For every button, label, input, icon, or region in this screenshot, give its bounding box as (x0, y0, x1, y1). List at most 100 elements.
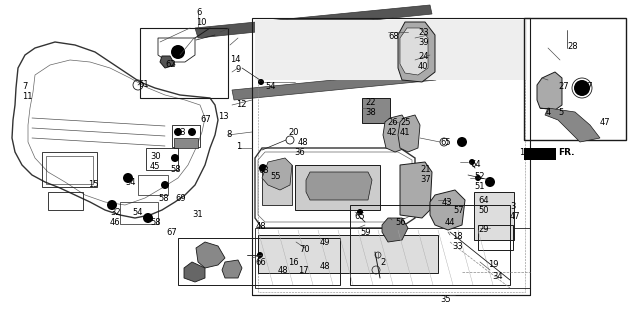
Circle shape (188, 128, 196, 136)
Bar (474, 192, 514, 240)
Circle shape (469, 159, 475, 165)
Text: 10: 10 (196, 18, 206, 27)
Bar (524, 18, 626, 140)
Text: 65: 65 (354, 212, 365, 221)
Text: 3: 3 (510, 202, 515, 211)
Polygon shape (184, 262, 205, 282)
Text: 54: 54 (132, 208, 142, 217)
Circle shape (123, 173, 133, 183)
Bar (255, 20, 527, 80)
Text: 64: 64 (478, 196, 489, 205)
Text: 48: 48 (278, 266, 289, 275)
Circle shape (259, 164, 267, 172)
Polygon shape (306, 172, 372, 200)
Text: 48: 48 (256, 222, 266, 231)
Bar (48, 192, 83, 210)
Text: FR.: FR. (536, 152, 549, 161)
Bar (524, 148, 556, 160)
Text: 42: 42 (387, 128, 398, 137)
Bar (255, 228, 530, 288)
Polygon shape (222, 260, 242, 278)
Text: 40: 40 (418, 62, 429, 71)
Text: 56: 56 (395, 218, 406, 227)
Bar (350, 205, 510, 285)
Text: 29: 29 (478, 225, 489, 234)
Text: 55: 55 (270, 172, 280, 181)
Text: 58: 58 (158, 194, 168, 203)
Text: 8: 8 (226, 130, 232, 139)
Circle shape (574, 80, 590, 96)
Text: 64: 64 (470, 160, 480, 169)
Bar (138, 175, 168, 195)
Polygon shape (537, 72, 562, 110)
Text: 25: 25 (400, 118, 410, 127)
Text: 39: 39 (418, 38, 429, 47)
Text: 47: 47 (600, 118, 611, 127)
Text: 18: 18 (452, 232, 463, 241)
Bar (362, 98, 390, 123)
Text: 19: 19 (488, 260, 499, 269)
Text: 15: 15 (88, 180, 99, 189)
Text: 67: 67 (200, 115, 211, 124)
Text: 5: 5 (558, 108, 563, 117)
Text: 68: 68 (388, 32, 399, 41)
Text: 65: 65 (440, 138, 451, 147)
Polygon shape (383, 115, 408, 152)
Text: 21: 21 (420, 165, 430, 174)
Circle shape (475, 175, 481, 181)
Text: 4: 4 (546, 108, 551, 117)
Text: 70: 70 (299, 245, 310, 254)
Text: 44: 44 (445, 218, 456, 227)
Text: 19: 19 (519, 148, 529, 157)
Polygon shape (262, 158, 292, 190)
Polygon shape (400, 28, 428, 75)
Text: 23: 23 (418, 28, 429, 37)
Text: 50: 50 (478, 206, 489, 215)
Text: 32: 32 (110, 208, 121, 217)
Polygon shape (398, 22, 435, 82)
Bar (478, 225, 513, 250)
Polygon shape (195, 5, 432, 38)
Text: 34: 34 (492, 272, 503, 281)
Text: 26: 26 (387, 118, 398, 127)
Text: 36: 36 (294, 148, 304, 157)
Circle shape (174, 128, 182, 136)
Bar (46, 156, 93, 184)
Bar (258, 22, 525, 292)
Text: 45: 45 (150, 162, 161, 171)
Bar (120, 202, 158, 224)
Circle shape (107, 200, 117, 210)
Text: 52: 52 (474, 172, 484, 181)
Text: 57: 57 (453, 206, 463, 215)
Text: 54: 54 (125, 178, 135, 187)
Circle shape (258, 79, 264, 85)
Polygon shape (430, 190, 465, 230)
Text: 58: 58 (150, 218, 161, 227)
Text: 2: 2 (380, 258, 385, 267)
Text: 47: 47 (510, 212, 520, 221)
Text: 43: 43 (442, 198, 453, 207)
Polygon shape (382, 218, 408, 242)
Bar (262, 165, 292, 205)
Circle shape (171, 45, 185, 59)
Text: 38: 38 (365, 108, 376, 117)
Text: 14: 14 (230, 55, 241, 64)
Text: 6: 6 (196, 8, 201, 17)
Circle shape (485, 177, 495, 187)
Text: 58: 58 (170, 165, 180, 174)
Text: 13: 13 (218, 112, 229, 121)
Bar (146, 148, 178, 170)
Text: 1: 1 (236, 142, 241, 151)
Text: 27: 27 (558, 82, 568, 91)
Text: 69: 69 (175, 194, 185, 203)
Bar (178, 238, 340, 285)
Text: 30: 30 (150, 152, 161, 161)
Text: 7: 7 (22, 82, 27, 91)
Text: 11: 11 (22, 92, 32, 101)
Polygon shape (400, 162, 432, 218)
Text: 37: 37 (420, 175, 430, 184)
Text: 66: 66 (255, 258, 266, 267)
Text: 41: 41 (400, 128, 410, 137)
Text: 54: 54 (265, 82, 275, 91)
Text: 61: 61 (138, 80, 149, 89)
